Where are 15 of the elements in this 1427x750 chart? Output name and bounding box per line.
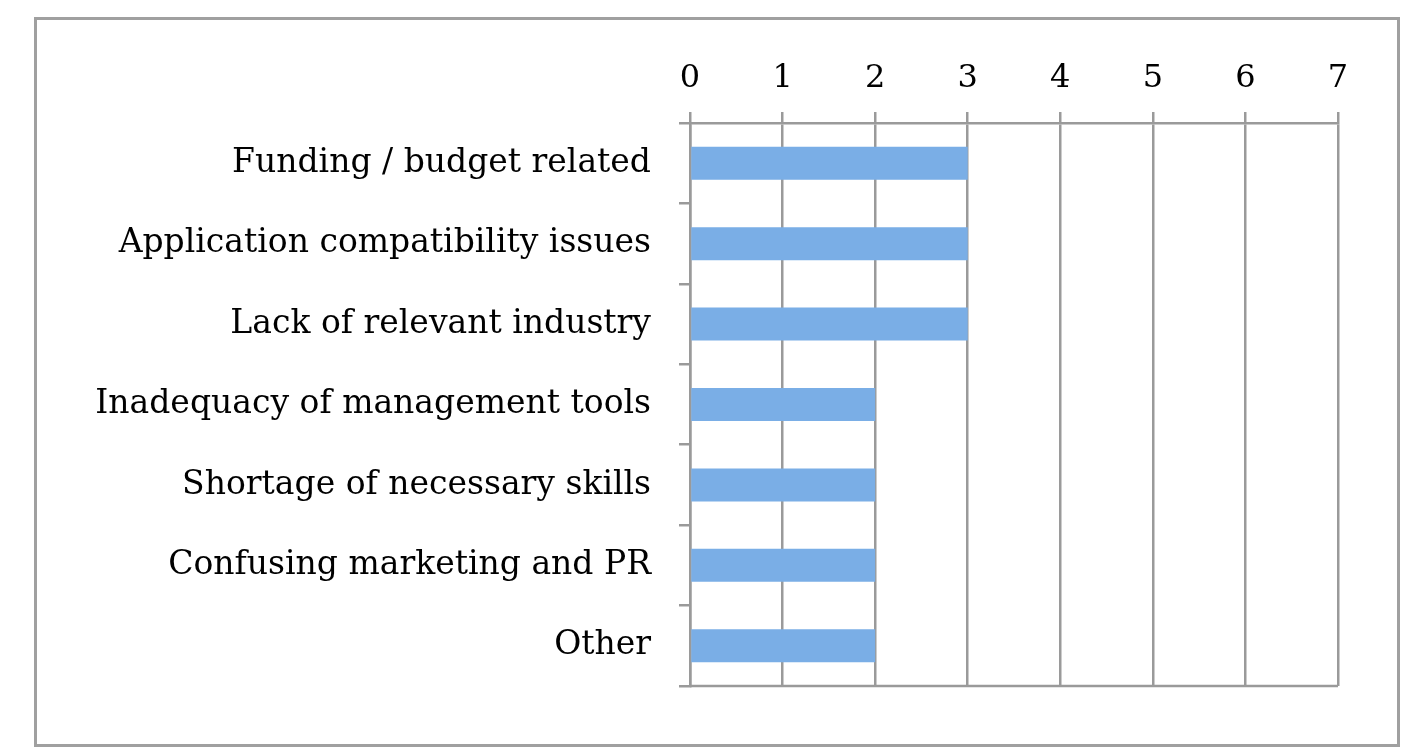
x-tick-label: 6 [1235, 57, 1256, 96]
y-tick-label: Application compatibility issues [117, 221, 651, 261]
y-tick-label: Other [554, 623, 652, 663]
x-tick-label: 2 [864, 57, 886, 96]
y-tick-label: Shortage of necessary skills [182, 462, 651, 502]
x-tick-label: 7 [1327, 57, 1349, 96]
x-tick-label: 4 [1050, 57, 1071, 96]
y-tick-label: Funding / budget related [232, 140, 651, 180]
y-tick-label: Confusing marketing and PR [168, 542, 653, 582]
x-tick-label: 1 [772, 57, 793, 96]
y-tick-label: Inadequacy of management tools [95, 382, 651, 422]
x-tick-label: 5 [1142, 57, 1164, 96]
x-tick-label: 0 [679, 57, 701, 96]
y-tick-label: Lack of relevant industry [230, 301, 652, 341]
x-tick-label: 3 [957, 57, 978, 96]
